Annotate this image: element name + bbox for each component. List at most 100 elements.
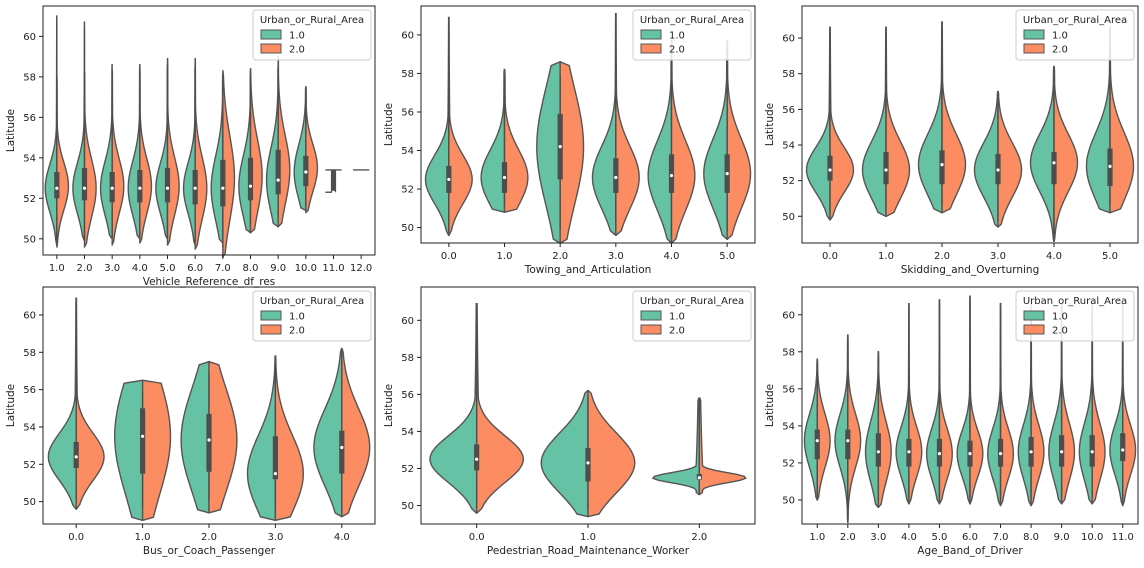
median-dot-4.0 — [669, 173, 674, 178]
legend: Urban_or_Rural_Area 1.0 2.0 — [1015, 9, 1135, 61]
median-dot-0.0 — [828, 168, 832, 172]
x-tick-label: 9.0 — [270, 263, 286, 274]
legend-label-1.0: 1.0 — [289, 312, 305, 323]
x-tick-label: 12.0 — [350, 263, 372, 274]
y-tick-label: 54 — [23, 153, 36, 164]
legend-swatch-1.0 — [640, 310, 662, 321]
violin-right-1.0 — [587, 389, 636, 518]
x-axis-label: Vehicle_Reference_df_res — [143, 276, 276, 288]
violin-left-2.0 — [72, 21, 86, 242]
violin-left-3.0 — [246, 355, 277, 521]
median-dot-6.0 — [968, 452, 972, 456]
x-tick-label: 1.0 — [135, 532, 151, 543]
violin-right-5.0 — [938, 299, 953, 505]
x-tick-label: 4.0 — [1046, 251, 1062, 262]
x-tick-label: 10.0 — [295, 263, 317, 274]
legend-label-1.0: 1.0 — [1052, 31, 1068, 42]
x-tick-label: 4.0 — [334, 532, 350, 543]
iqr-box-3.0 — [875, 433, 881, 467]
legend-label-2.0: 2.0 — [1052, 326, 1068, 337]
iqr-box-4.0 — [339, 430, 345, 474]
axes-frame — [801, 5, 1139, 244]
legend-label-1.0: 1.0 — [669, 31, 685, 42]
median-dot-7.0 — [998, 452, 1003, 456]
iqr-box-11.0 — [330, 169, 337, 193]
x-tick-label: 8.0 — [1023, 532, 1039, 543]
legend-label-2.0: 2.0 — [289, 45, 305, 56]
x-tick-label: 6.0 — [187, 263, 203, 274]
legend-swatch-2.0 — [640, 43, 662, 54]
x-tick-label: 2.0 — [691, 532, 707, 543]
y-tick-label: 56 — [401, 107, 414, 118]
iqr-box-7.0 — [220, 159, 226, 207]
violin-right-10.0 — [305, 86, 319, 214]
x-tick-label: 3.0 — [267, 532, 283, 543]
violin-panel-3: 50 52 54 56 58 60 0.0 1.0 2.0 3.0 4.0 5.0 Skidding_a… — [764, 5, 1139, 276]
median-dot-2.0 — [82, 186, 87, 190]
x-tick-label: 5.0 — [719, 251, 735, 262]
x-tick-label: 1.0 — [497, 251, 513, 262]
violin-left-8.0 — [238, 70, 252, 234]
median-dot-4.0 — [907, 450, 911, 454]
violin-right-1.0 — [503, 68, 529, 213]
x-tick-label: 3.0 — [608, 251, 624, 262]
violin-left-9.0 — [265, 66, 279, 228]
iqr-box-1.0 — [883, 152, 889, 185]
median-dot-0.0 — [74, 455, 78, 459]
violin-left-2.0 — [834, 334, 849, 523]
violin-left-2.0 — [536, 61, 561, 244]
median-dot-9.0 — [1060, 450, 1064, 454]
violin-right-1.0 — [816, 358, 831, 501]
median-dot-1.0 — [884, 168, 888, 172]
x-tick-label: 4.0 — [901, 532, 917, 543]
iqr-box-1.0 — [140, 408, 146, 474]
y-tick-label: 58 — [23, 72, 36, 83]
y-axis-label: Latitude — [5, 384, 17, 427]
violin-right-1.0 — [56, 76, 70, 248]
iqr-box-11.0 — [1120, 433, 1126, 462]
violin-right-6.0 — [194, 57, 208, 250]
median-dot-1.0 — [141, 434, 145, 438]
violin-right-0.0 — [448, 16, 473, 237]
violin-right-3.0 — [111, 70, 125, 246]
y-tick-label: 50 — [401, 223, 414, 234]
iqr-box-3.0 — [613, 158, 619, 193]
x-tick-label: 2.0 — [934, 251, 950, 262]
violin-left-1.0 — [803, 358, 818, 501]
violin-left-0.0 — [47, 297, 77, 510]
violin-left-0.0 — [424, 16, 450, 237]
y-tick-label: 52 — [401, 185, 414, 196]
x-tick-label: 1.0 — [809, 532, 825, 543]
x-axis-label: Pedestrian_Road_Maintenance_Worker — [487, 545, 690, 557]
violin-left-10.0 — [293, 86, 307, 212]
legend-label-2.0: 2.0 — [669, 45, 685, 56]
median-dot-3.0 — [273, 472, 277, 476]
x-tick-label: 11.0 — [1112, 532, 1134, 543]
violin-right-7.0 — [999, 302, 1015, 507]
iqr-box-2.0 — [206, 413, 212, 472]
legend-swatch-2.0 — [260, 324, 282, 335]
x-tick-label: 2.0 — [552, 251, 568, 262]
median-dot-6.0 — [193, 186, 197, 190]
y-tick-label: 50 — [23, 497, 36, 508]
violin-right-3.0 — [877, 351, 892, 509]
iqr-box-0.0 — [73, 441, 79, 469]
legend-swatch-1.0 — [1023, 29, 1045, 40]
violin-panel-1: 50 52 54 56 58 60 1.0 2.0 3.0 4.0 5.0 6.0 7.0 8.0 9.0 1… — [5, 5, 376, 288]
violin-right-2.0 — [847, 334, 862, 523]
violin-right-0.0 — [829, 26, 855, 221]
y-tick-label: 60 — [23, 32, 36, 43]
x-tick-label: 3.0 — [104, 263, 120, 274]
legend-title: Urban_or_Rural_Area — [1023, 15, 1127, 26]
violin-right-2.0 — [941, 21, 967, 214]
legend-box — [252, 9, 372, 61]
y-axis-label: Latitude — [383, 384, 395, 427]
legend-swatch-2.0 — [1023, 324, 1045, 335]
median-dot-9.0 — [276, 178, 280, 182]
x-tick-label: 0.0 — [441, 251, 457, 262]
violin-left-1.0 — [480, 68, 506, 213]
violin-left-3.0 — [591, 12, 617, 237]
x-tick-label: 7.0 — [993, 532, 1009, 543]
y-tick-label: 56 — [782, 105, 795, 116]
